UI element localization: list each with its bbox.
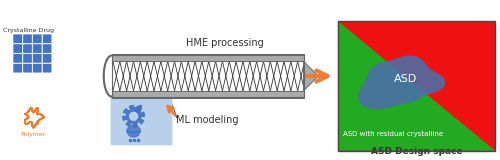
- Polygon shape: [130, 112, 138, 120]
- Polygon shape: [128, 132, 140, 137]
- Text: ASD with residual crystalline: ASD with residual crystalline: [343, 131, 443, 137]
- Text: Crystalline Drug: Crystalline Drug: [3, 28, 54, 33]
- FancyBboxPatch shape: [42, 54, 52, 63]
- FancyBboxPatch shape: [13, 54, 22, 63]
- FancyBboxPatch shape: [13, 44, 22, 53]
- Text: ML modeling: ML modeling: [176, 115, 238, 125]
- FancyBboxPatch shape: [13, 34, 22, 44]
- Polygon shape: [304, 61, 318, 91]
- Bar: [338, 21, 495, 151]
- FancyBboxPatch shape: [23, 34, 32, 44]
- Bar: [112, 56, 304, 97]
- Polygon shape: [338, 21, 495, 151]
- FancyBboxPatch shape: [23, 54, 32, 63]
- FancyBboxPatch shape: [23, 64, 32, 73]
- Bar: [112, 54, 304, 61]
- FancyBboxPatch shape: [13, 64, 22, 73]
- FancyBboxPatch shape: [42, 44, 52, 53]
- Polygon shape: [126, 125, 140, 132]
- Text: Degradation: Degradation: [430, 28, 489, 37]
- FancyBboxPatch shape: [23, 44, 32, 53]
- FancyBboxPatch shape: [42, 34, 52, 44]
- Bar: [112, 56, 304, 97]
- Bar: [338, 21, 495, 151]
- Polygon shape: [123, 106, 144, 127]
- Text: HME processing: HME processing: [186, 38, 264, 48]
- FancyBboxPatch shape: [32, 54, 42, 63]
- FancyBboxPatch shape: [42, 64, 52, 73]
- FancyBboxPatch shape: [110, 95, 172, 145]
- FancyBboxPatch shape: [32, 34, 42, 44]
- FancyBboxPatch shape: [32, 44, 42, 53]
- Text: Polymer: Polymer: [20, 132, 46, 137]
- Text: ASD Design space: ASD Design space: [370, 147, 462, 156]
- Text: ASD: ASD: [394, 74, 417, 84]
- Polygon shape: [358, 56, 446, 109]
- Bar: [112, 91, 304, 98]
- FancyBboxPatch shape: [32, 64, 42, 73]
